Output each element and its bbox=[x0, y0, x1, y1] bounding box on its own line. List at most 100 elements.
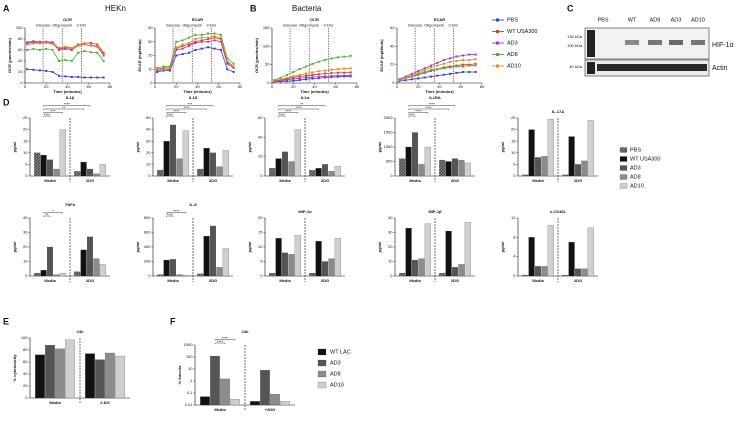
point bbox=[474, 62, 477, 65]
y-tick-label: 40 bbox=[18, 58, 23, 63]
ladder-band bbox=[587, 30, 595, 57]
x-tick-label: 2DG bbox=[86, 278, 94, 283]
point bbox=[102, 54, 105, 57]
point bbox=[442, 67, 445, 70]
bar bbox=[216, 267, 223, 277]
significance-label: ** bbox=[300, 102, 304, 107]
y-tick-label: 20 bbox=[23, 383, 28, 388]
point bbox=[162, 66, 165, 69]
point bbox=[410, 78, 413, 81]
y-tick-label: 5 bbox=[25, 161, 28, 166]
x-tick-label: 20 bbox=[416, 84, 421, 89]
bar-hatch bbox=[399, 158, 406, 176]
y-tick-label: 0 bbox=[148, 173, 151, 178]
chart-title: 24h bbox=[242, 329, 249, 334]
point bbox=[175, 54, 178, 57]
bar bbox=[547, 119, 554, 177]
point bbox=[436, 74, 439, 77]
bar bbox=[163, 141, 170, 177]
point bbox=[298, 79, 301, 82]
significance-label: **** bbox=[167, 212, 174, 217]
point bbox=[77, 51, 80, 54]
y-tick-label: 15 bbox=[258, 230, 263, 235]
point bbox=[455, 55, 458, 58]
point bbox=[449, 72, 452, 75]
x-axis-label: Time (minutes) bbox=[53, 89, 82, 94]
point bbox=[64, 58, 67, 61]
point bbox=[298, 75, 301, 78]
point bbox=[58, 47, 60, 50]
point bbox=[285, 78, 288, 81]
point bbox=[232, 66, 235, 69]
x-tick-label: 2DG bbox=[209, 278, 217, 283]
point bbox=[349, 75, 352, 78]
bar-hatch bbox=[562, 174, 569, 176]
y-tick-label: 40 bbox=[146, 127, 151, 132]
bar-hatch bbox=[157, 170, 164, 176]
y-tick-label: 30 bbox=[388, 230, 393, 235]
bar-hatch bbox=[399, 273, 406, 276]
bar bbox=[528, 237, 535, 277]
injection-label: Glucose bbox=[166, 23, 181, 28]
x-tick-label: 80 bbox=[355, 84, 360, 89]
significance-label: **** bbox=[279, 112, 286, 117]
point bbox=[200, 47, 203, 50]
significance-bracket bbox=[43, 215, 51, 217]
band bbox=[669, 40, 683, 45]
bar-hatch bbox=[74, 271, 81, 276]
point bbox=[194, 38, 197, 40]
point bbox=[200, 33, 203, 36]
bar bbox=[418, 258, 425, 277]
point bbox=[330, 68, 333, 71]
chart-title: IL18 bbox=[189, 95, 198, 100]
significance-label: **** bbox=[64, 102, 71, 107]
point bbox=[194, 40, 197, 43]
bar bbox=[581, 268, 588, 277]
y-tick-label: 0 bbox=[390, 173, 393, 178]
y-tick-label: 5 bbox=[513, 161, 516, 166]
point bbox=[51, 49, 54, 51]
significance-label: **** bbox=[167, 112, 174, 117]
y-tick-label: 15 bbox=[23, 138, 28, 143]
injection-label: Oligomycin bbox=[424, 23, 444, 28]
y-tick-label: 10 bbox=[258, 244, 263, 249]
x-tick-label: 2DG bbox=[321, 178, 329, 183]
point bbox=[417, 71, 420, 74]
bar bbox=[534, 157, 541, 177]
y-tick-label: 15 bbox=[511, 138, 516, 143]
point bbox=[279, 76, 282, 79]
legend-label: PBS bbox=[630, 147, 641, 153]
lane-label: PBS bbox=[597, 17, 608, 23]
legend-swatch bbox=[619, 183, 628, 189]
band bbox=[648, 40, 662, 45]
point bbox=[207, 36, 210, 39]
point bbox=[468, 53, 471, 56]
panel-label: F bbox=[170, 316, 176, 326]
protein-label: Actin bbox=[712, 65, 728, 72]
point bbox=[423, 71, 426, 73]
point bbox=[330, 75, 333, 78]
point bbox=[219, 49, 222, 51]
point bbox=[449, 66, 452, 69]
point bbox=[430, 69, 432, 72]
lane-label: AD3 bbox=[671, 17, 682, 23]
point bbox=[292, 76, 295, 79]
x-tick-label: Media bbox=[532, 178, 544, 183]
bar bbox=[322, 261, 329, 277]
point bbox=[305, 76, 307, 79]
y-tick-label: 80 bbox=[18, 36, 23, 41]
significance-bracket bbox=[166, 215, 174, 217]
point bbox=[279, 79, 282, 82]
legend-label: PBS bbox=[507, 17, 518, 23]
significance-bracket bbox=[166, 212, 186, 214]
y-axis-label: % cytotoxicity bbox=[12, 354, 17, 382]
legend-swatch bbox=[317, 370, 327, 378]
significance-bracket bbox=[278, 108, 319, 110]
point bbox=[455, 60, 458, 62]
injection-label: Glucose bbox=[36, 23, 51, 28]
y-tick-label: 10 bbox=[511, 150, 516, 155]
band bbox=[597, 64, 707, 71]
legend-swatch bbox=[317, 348, 327, 356]
y-axis-label: OCR (pmoles/min) bbox=[7, 37, 12, 73]
significance-bracket bbox=[166, 112, 186, 114]
